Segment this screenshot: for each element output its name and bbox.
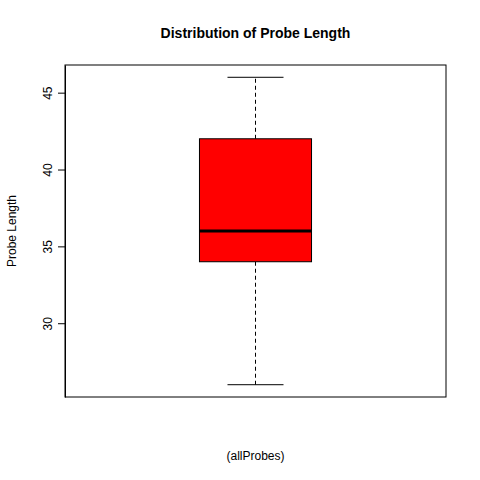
y-tick-mark bbox=[58, 93, 65, 94]
upper-whisker bbox=[255, 77, 256, 138]
y-tick: 40 bbox=[41, 163, 65, 177]
lower-whisker bbox=[255, 262, 256, 385]
y-tick-mark bbox=[58, 323, 65, 324]
y-tick-label: 35 bbox=[41, 240, 55, 254]
median-line bbox=[199, 230, 311, 233]
y-axis-line bbox=[65, 66, 66, 398]
chart: 30 35 40 45 Distribution of Probe Length (all… bbox=[0, 0, 480, 480]
y-tick-label: 45 bbox=[41, 86, 55, 100]
plot-frame bbox=[65, 65, 446, 397]
y-tick-mark bbox=[58, 246, 65, 247]
box bbox=[199, 77, 311, 384]
min-cap bbox=[227, 384, 283, 385]
y-tick: 35 bbox=[41, 240, 65, 254]
y-tick: 30 bbox=[41, 317, 65, 331]
box-body bbox=[199, 139, 311, 262]
y-tick-label: 40 bbox=[41, 163, 55, 177]
y-axis-title: Probe Length bbox=[5, 195, 19, 267]
x-axis-title: (allProbes) bbox=[226, 449, 284, 463]
title: Distribution of Probe Length bbox=[161, 25, 351, 41]
plot-area bbox=[199, 77, 311, 384]
y-tick-mark bbox=[58, 170, 65, 171]
y-tick-label: 30 bbox=[41, 317, 55, 331]
y-axis: 30 35 40 45 bbox=[41, 66, 66, 398]
y-tick: 45 bbox=[41, 86, 65, 100]
max-cap bbox=[227, 77, 283, 78]
